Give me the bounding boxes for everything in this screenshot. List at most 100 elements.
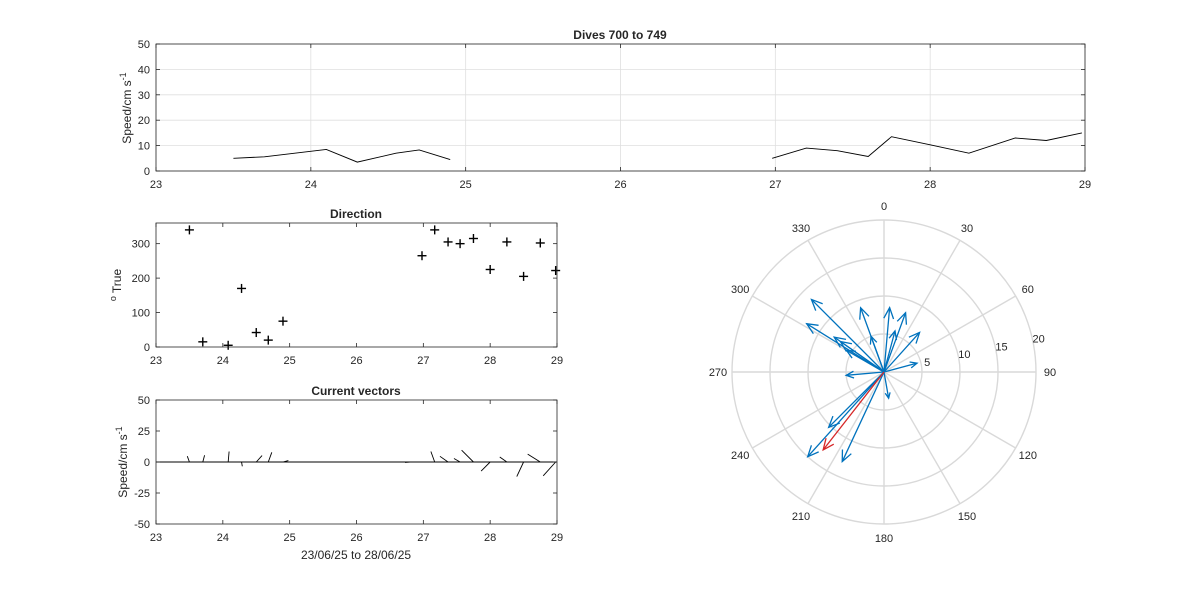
compass-vector — [844, 370, 885, 379]
direction-point — [223, 340, 233, 350]
vectors-xtick-label: 25 — [284, 532, 296, 544]
direction-xtick-label: 25 — [284, 355, 296, 367]
compass-vector-shaft — [883, 332, 921, 373]
direction-ylabel-text: True — [110, 269, 124, 294]
compass-angle-label: 30 — [961, 223, 973, 235]
vectors-series — [156, 449, 557, 477]
speed-xtick-label: 24 — [305, 179, 317, 191]
compass-vector-head — [839, 340, 853, 352]
direction-point — [485, 265, 495, 274]
speed-ylabel: Speed/cm s-1 — [118, 72, 134, 143]
direction-xtick-label: 24 — [217, 355, 229, 367]
direction-xtick-label: 29 — [551, 355, 563, 367]
compass-vector-head — [859, 306, 870, 320]
compass-vector — [859, 306, 885, 373]
vector-stick — [430, 451, 436, 463]
compass-vector-head — [888, 329, 898, 341]
compass-vector-shaft — [883, 307, 891, 373]
compass-vector — [883, 361, 919, 373]
vectors-xtick-label: 24 — [217, 532, 229, 544]
direction-point — [535, 238, 545, 248]
compass-spoke — [807, 240, 885, 373]
speed-ylabel-sup: -1 — [118, 72, 128, 80]
vectors-panel: 23 24 25 26 27 28 29 -50 -25 0 25 50 Current vector… — [114, 384, 563, 562]
vector-stick — [186, 456, 190, 463]
compass-angle-label: 120 — [1019, 450, 1037, 462]
speed-ytick-label: 10 — [138, 141, 150, 153]
vector-stick — [516, 461, 524, 477]
compass-mean-vector-head — [822, 438, 835, 452]
speed-ytick-label: 40 — [138, 64, 150, 76]
vectors-ytick-label: 25 — [138, 426, 150, 438]
direction-ytick-label: 300 — [132, 239, 150, 251]
vectors-ylabel-sup: -1 — [114, 426, 124, 434]
direction-xtick-label: 23 — [150, 355, 162, 367]
speed-series — [233, 132, 1082, 163]
vector-stick — [527, 453, 541, 463]
vectors-xtick-label: 27 — [417, 532, 429, 544]
direction-series — [184, 225, 561, 350]
direction-panel: 23 24 25 26 27 28 29 0 100 200 300 Direction o True — [108, 207, 563, 367]
speed-xtick-label: 28 — [924, 179, 936, 191]
vectors-ylabel: Speed/cm s-1 — [114, 426, 130, 497]
direction-ytick-label: 0 — [144, 342, 150, 354]
direction-point — [263, 335, 273, 345]
compass-vector-head — [810, 298, 823, 311]
compass-vector-head — [909, 361, 919, 369]
compass-spoke — [883, 240, 961, 373]
compass-panel: 0 30 60 90 120 150 180 210 240 270 300 330 5 10 15 20 — [709, 201, 1056, 545]
compass-mean-vector-shaft — [822, 371, 885, 451]
compass-vector-shaft — [828, 371, 885, 428]
vector-stick — [439, 455, 449, 463]
compass-vector — [883, 371, 891, 400]
compass-radius-label: 15 — [995, 341, 1007, 353]
compass-vector-head — [884, 392, 891, 400]
speed-ytick-label: 50 — [138, 39, 150, 51]
compass-spoke — [752, 371, 885, 449]
vector-stick — [542, 461, 556, 477]
compass-vector-shaft — [810, 298, 885, 373]
compass-radius-label: 20 — [1033, 333, 1045, 345]
direction-point — [443, 237, 453, 247]
speed-xtick-label: 25 — [460, 179, 472, 191]
vectors-xtick-label: 29 — [551, 532, 563, 544]
compass-vector-head — [908, 331, 921, 344]
speed-line-segment — [772, 132, 1082, 159]
compass-vector-shaft — [807, 371, 885, 458]
speed-ylabel-text: Speed/cm s — [120, 80, 134, 143]
compass-vector — [841, 371, 885, 463]
direction-point — [251, 328, 261, 338]
speed-panel: 23 24 25 26 27 28 29 0 10 20 30 40 50 Dives 700 to 7… — [118, 28, 1091, 191]
vectors-ytick-label: -50 — [134, 519, 150, 531]
compass-vector-head — [806, 445, 819, 458]
compass-vector-head — [841, 449, 852, 463]
direction-point — [502, 237, 512, 247]
direction-point — [455, 239, 465, 249]
vectors-xlabel: 23/06/25 to 28/06/25 — [301, 548, 411, 562]
speed-xtick-label: 23 — [150, 179, 162, 191]
compass-spoke — [883, 371, 1016, 449]
vectors-xtick-label: 26 — [350, 532, 362, 544]
direction-point — [184, 225, 194, 235]
vector-stick — [282, 460, 289, 463]
compass-angle-label: 0 — [881, 201, 887, 213]
compass-angle-label: 240 — [731, 450, 749, 462]
vector-stick — [255, 455, 263, 463]
speed-ytick-label: 20 — [138, 115, 150, 127]
direction-point — [278, 316, 288, 326]
vectors-ytick-label: 0 — [144, 457, 150, 469]
direction-xtick-label: 26 — [350, 355, 362, 367]
compass-grid — [731, 219, 1037, 525]
direction-xtick-label: 27 — [417, 355, 429, 367]
compass-vector-shaft — [859, 307, 885, 373]
compass-spoke — [807, 371, 885, 504]
compass-arrows — [805, 298, 921, 463]
speed-xtick-label: 29 — [1079, 179, 1091, 191]
compass-spoke — [883, 295, 1016, 373]
vector-stick — [241, 461, 243, 467]
speed-xtick-label: 27 — [769, 179, 781, 191]
compass-spoke — [883, 371, 961, 504]
vector-stick — [461, 449, 474, 463]
vectors-xtick-label: 23 — [150, 532, 162, 544]
vector-stick — [267, 452, 273, 463]
